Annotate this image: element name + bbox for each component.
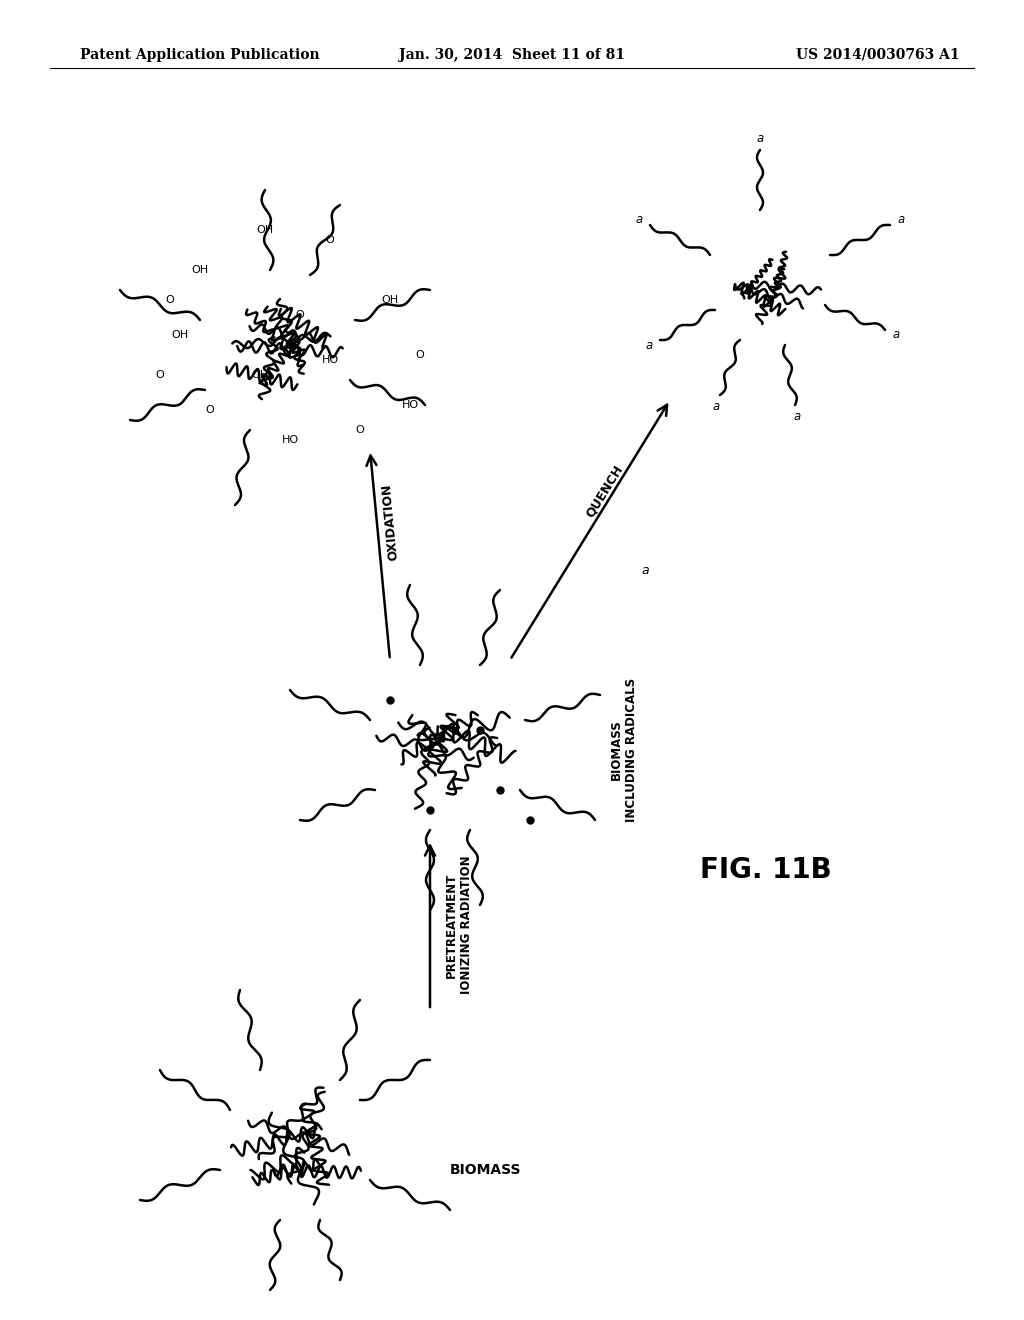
Text: O: O (156, 370, 165, 380)
Text: OH: OH (256, 224, 273, 235)
Text: BIOMASS: BIOMASS (450, 1163, 521, 1177)
Text: OXIDATION: OXIDATION (380, 483, 400, 561)
Text: OH: OH (191, 265, 209, 275)
Text: a: a (757, 132, 764, 144)
Text: a: a (794, 411, 801, 424)
Text: a: a (897, 213, 904, 226)
Text: HO: HO (322, 355, 339, 366)
Text: O: O (326, 235, 335, 246)
Text: HO: HO (401, 400, 419, 411)
Text: BIOMASS
INCLUDING RADICALS: BIOMASS INCLUDING RADICALS (610, 678, 638, 822)
Text: a: a (893, 329, 900, 341)
Text: OH: OH (252, 370, 268, 380)
Text: Patent Application Publication: Patent Application Publication (80, 48, 319, 62)
Text: PRETREATMENT
IONIZING RADIATION: PRETREATMENT IONIZING RADIATION (445, 855, 473, 994)
Text: FIG. 11B: FIG. 11B (700, 855, 831, 884)
Text: HO: HO (282, 436, 299, 445)
Text: QUENCH: QUENCH (584, 463, 626, 520)
Text: a: a (713, 400, 720, 413)
Text: O: O (206, 405, 214, 414)
Text: a: a (646, 339, 653, 352)
Text: O: O (416, 350, 424, 360)
Text: a: a (641, 564, 649, 577)
Text: O: O (355, 425, 365, 436)
Text: O: O (296, 310, 304, 319)
Text: O: O (166, 294, 174, 305)
Text: OH: OH (381, 294, 398, 305)
Text: OH: OH (171, 330, 188, 341)
Text: US 2014/0030763 A1: US 2014/0030763 A1 (797, 48, 961, 62)
Text: a: a (636, 213, 643, 226)
Text: Jan. 30, 2014  Sheet 11 of 81: Jan. 30, 2014 Sheet 11 of 81 (399, 48, 625, 62)
